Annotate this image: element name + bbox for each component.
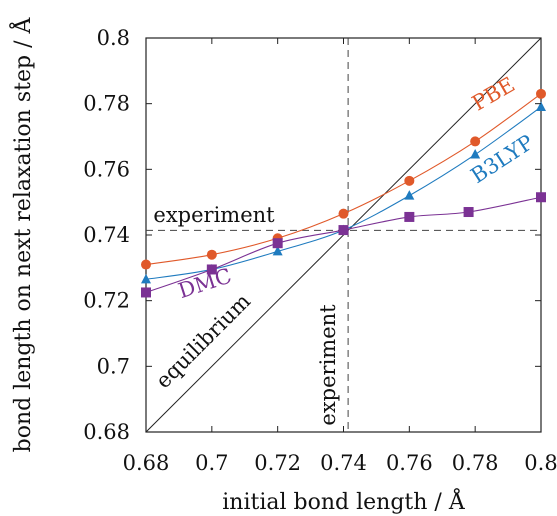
pbe-point xyxy=(141,259,151,270)
experiment-horizontal-label: experiment xyxy=(153,203,275,227)
y-tick-label: 0.7 xyxy=(97,354,130,378)
dmc-point xyxy=(206,264,217,275)
pbe-point xyxy=(338,208,349,219)
x-tick-label: 0.8 xyxy=(524,451,557,475)
dmc-point xyxy=(404,211,415,222)
dmc-series-label: DMC xyxy=(175,264,234,304)
experiment-vertical-label: experiment xyxy=(316,304,340,426)
b3lyp-point xyxy=(404,190,415,200)
dmc-point xyxy=(536,192,546,203)
pbe-point xyxy=(536,88,546,99)
b3lyp-point xyxy=(536,101,546,111)
pbe-point xyxy=(470,136,481,147)
pbe-series-label: PBE xyxy=(468,72,519,115)
y-tick-label: 0.74 xyxy=(83,223,130,247)
b3lyp-point xyxy=(272,245,283,256)
dmc-point xyxy=(141,287,151,298)
x-tick-label: 0.76 xyxy=(386,451,433,475)
b3lyp-point xyxy=(141,273,151,284)
x-tick-label: 0.68 xyxy=(123,451,170,475)
x-tick-label: 0.7 xyxy=(195,451,228,475)
b3lyp-point xyxy=(470,149,481,159)
y-tick-label: 0.72 xyxy=(83,289,130,313)
y-tick-label: 0.68 xyxy=(83,420,130,444)
x-tick-label: 0.72 xyxy=(254,451,301,475)
y-axis-label: bond length on next relaxation step / Å xyxy=(8,17,36,453)
pbe-point xyxy=(404,175,415,186)
y-tick-label: 0.76 xyxy=(83,157,130,181)
b3lyp-line xyxy=(145,106,542,280)
pbe-point xyxy=(206,249,217,260)
x-tick-label: 0.74 xyxy=(320,451,367,475)
dmc-point xyxy=(338,225,349,236)
x-axis-label: initial bond length / Å xyxy=(222,487,466,515)
y-tick-label: 0.8 xyxy=(97,26,130,50)
y-tick-label: 0.78 xyxy=(83,92,130,116)
equilibrium-label: equilibrium xyxy=(151,289,255,393)
dmc-point xyxy=(463,207,474,218)
x-tick-label: 0.78 xyxy=(452,451,499,475)
dmc-point xyxy=(272,238,283,249)
